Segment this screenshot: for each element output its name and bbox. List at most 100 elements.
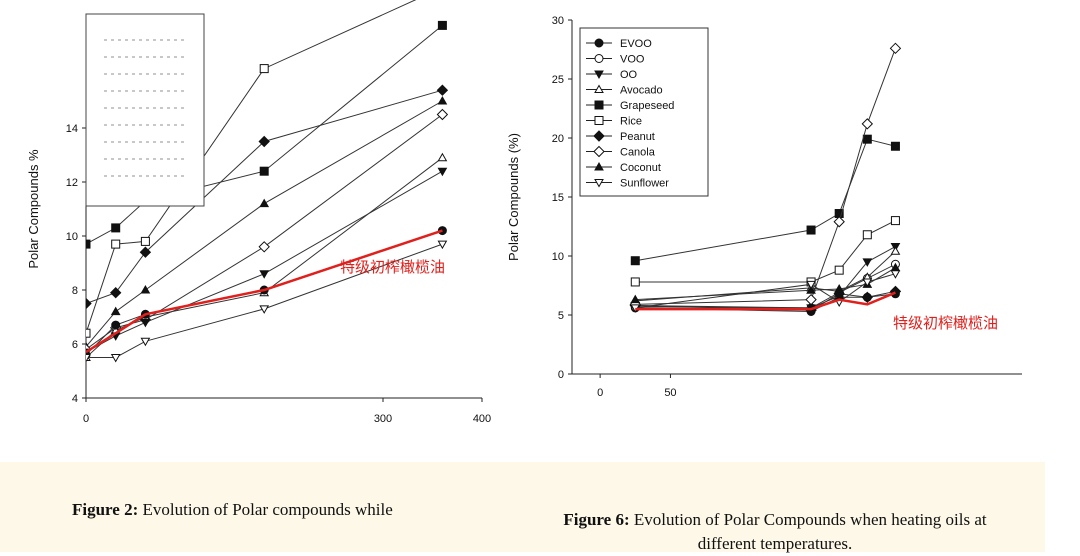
y-tick-label: 0: [558, 369, 564, 381]
legend-marker: [594, 38, 604, 48]
data-point: [139, 246, 152, 258]
y-tick-label: 12: [66, 177, 78, 189]
data-point: [862, 278, 873, 287]
legend-marker: [594, 54, 604, 63]
data-point: [111, 320, 121, 330]
figure-6-svg: 0 5 10 15 20 25 30 0 50 Polar Compounds (%) EVOO VO…: [506, 15, 1022, 399]
data-point: [890, 270, 901, 279]
data-point: [86, 297, 92, 310]
figure-2-chart: 4 6 8 10 12 14 0 300 400 Polar Compounds % 特级初榨橄榄油: [0, 0, 540, 452]
plot-area: [86, 0, 449, 363]
series-oo: [630, 243, 901, 313]
series-1: [86, 0, 417, 338]
y-tick-label: 30: [552, 15, 564, 27]
legend-label: VOO: [620, 54, 645, 66]
data-point: [111, 223, 121, 233]
series-avocado: [630, 246, 901, 305]
data-point: [258, 241, 270, 253]
legend-marker: [594, 161, 604, 171]
y-tick-label: 20: [552, 133, 564, 145]
legend-marker: [594, 116, 604, 125]
legend-label: Coconut: [620, 162, 661, 174]
y-tick-label: 25: [552, 74, 564, 86]
data-point: [806, 225, 816, 235]
data-point: [436, 84, 449, 96]
figure-2-caption-text: Evolution of Polar compounds while: [138, 500, 393, 519]
data-point: [140, 284, 151, 294]
legend-marker: [593, 145, 605, 158]
y-tick-label: 10: [552, 251, 564, 263]
series-9: [86, 240, 448, 363]
data-point: [834, 284, 845, 293]
legend-box: [85, 13, 205, 207]
data-point: [890, 246, 901, 255]
y-axis-label: Polar Compounds (%): [506, 133, 521, 261]
x-tick-label: 300: [374, 413, 392, 425]
data-point: [259, 198, 270, 208]
legend-label: Grapeseed: [620, 100, 674, 112]
series-grapeseed: [630, 134, 900, 266]
legend-label: OO: [620, 69, 638, 81]
data-point: [437, 240, 448, 250]
series-3: [86, 95, 448, 351]
legend-label: Sunflower: [620, 178, 669, 190]
annotation-label: 特级初榨橄榄油: [893, 314, 998, 332]
legend-marker: [594, 179, 604, 188]
data-point: [259, 305, 270, 314]
data-point: [259, 270, 270, 279]
data-point: [437, 152, 448, 162]
data-point: [259, 166, 269, 176]
data-point: [890, 216, 900, 226]
y-tick-label: 4: [72, 393, 78, 405]
legend-label: Rice: [620, 116, 642, 128]
legend-marker: [594, 70, 604, 80]
data-point: [630, 294, 641, 304]
series-sunflower: [630, 270, 901, 313]
legend-marker: [594, 84, 604, 93]
y-tick-label: 10: [66, 231, 78, 243]
data-point: [437, 167, 448, 177]
legend-marker: [593, 130, 605, 142]
x-tick-label: 50: [664, 387, 676, 399]
data-point: [862, 258, 873, 267]
series-line: [635, 220, 896, 283]
y-tick-label: 8: [72, 285, 78, 297]
data-point: [805, 293, 817, 306]
y-axis-label: Polar Compounds %: [26, 149, 41, 269]
data-point: [806, 280, 816, 290]
x-tick-label: 0: [597, 387, 603, 399]
figure-2-svg: 4 6 8 10 12 14 0 300 400 Polar Compounds % 特级初榨橄榄油: [26, 0, 491, 425]
data-point: [109, 286, 122, 299]
data-point: [86, 354, 91, 363]
data-point: [861, 291, 874, 304]
data-point: [110, 354, 121, 363]
data-point: [258, 135, 270, 148]
series-canola: [629, 42, 902, 311]
series-line: [635, 250, 896, 302]
x-tick-label: 0: [83, 413, 89, 425]
figure-2-caption: Figure 2: Evolution of Polar compounds w…: [72, 500, 492, 520]
data-point: [833, 216, 845, 228]
y-tick-label: 14: [66, 123, 78, 135]
data-point: [140, 318, 151, 328]
data-point: [111, 239, 121, 249]
legend-label: Canola: [620, 147, 656, 159]
figure-6-chart: 0 5 10 15 20 25 30 0 50 Polar Compounds (%) EVOO VO…: [500, 0, 1080, 452]
data-point: [86, 328, 91, 338]
x-tick-label: 400: [473, 413, 491, 425]
legend-label: EVOO: [620, 38, 652, 50]
legend-label: Avocado: [620, 85, 663, 97]
series-line: [635, 246, 896, 309]
data-point: [140, 337, 151, 347]
legend-marker: [594, 100, 604, 110]
figure-6-caption-text: Evolution of Polar Compounds when heatin…: [629, 510, 987, 553]
figure-6-caption-label: Figure 6:: [563, 510, 630, 529]
series-rice: [630, 216, 900, 287]
y-tick-label: 15: [552, 192, 564, 204]
data-point: [140, 236, 150, 246]
data-point: [630, 277, 640, 287]
data-point: [862, 230, 872, 240]
data-point: [437, 20, 447, 30]
annotation-label: 特级初榨橄榄油: [340, 258, 445, 276]
data-point: [806, 285, 816, 294]
